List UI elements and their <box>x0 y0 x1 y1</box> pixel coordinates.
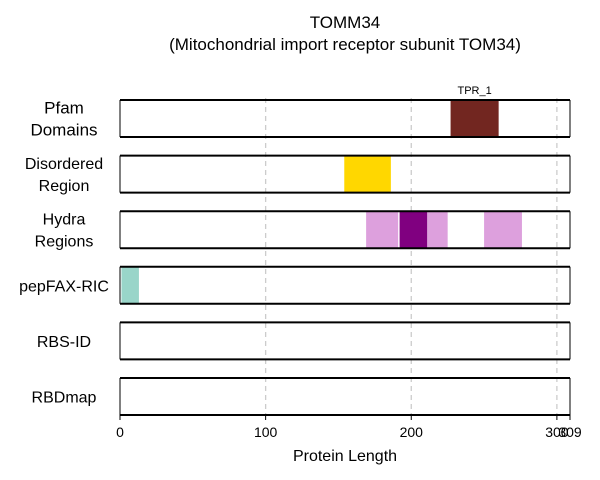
x-axis-label: Protein Length <box>293 448 397 465</box>
track-label: Hydra <box>43 212 86 229</box>
track-segment <box>450 100 499 137</box>
segment-label: TPR_1 <box>457 85 491 97</box>
chart-subtitle: (Mitochondrial import receptor subunit T… <box>169 35 521 54</box>
track-label: Regions <box>35 234 94 251</box>
track-background <box>120 100 570 137</box>
x-tick-label: 309 <box>558 424 582 440</box>
track-background <box>120 266 570 304</box>
track-label: Disordered <box>25 156 103 173</box>
track-segment <box>399 211 428 249</box>
chart-title: TOMM34 <box>310 13 381 32</box>
track-segment <box>484 211 522 249</box>
track: RBS-ID <box>37 322 570 360</box>
track-segment <box>427 211 448 249</box>
track: pepFAX-RIC <box>19 266 570 304</box>
track: Disordered Region <box>25 155 570 195</box>
track: RBDmap <box>32 378 570 415</box>
track-label: Domains <box>30 121 97 140</box>
x-tick-label: 100 <box>254 424 278 440</box>
track-segment <box>366 211 399 249</box>
x-tick-label: 200 <box>400 424 424 440</box>
track-label: Region <box>39 178 90 195</box>
x-tick-label: 0 <box>116 424 124 440</box>
track-background <box>120 322 570 360</box>
track-label: pepFAX-RIC <box>19 278 109 295</box>
track-label: RBDmap <box>32 390 97 407</box>
grid-lines <box>264 98 558 415</box>
track-segment <box>121 266 139 304</box>
track-label: RBS-ID <box>37 334 91 351</box>
x-tick-label: 300 <box>545 424 569 440</box>
track-label: Pfam <box>44 99 84 118</box>
track-background <box>120 378 570 415</box>
track-segment <box>344 155 391 193</box>
